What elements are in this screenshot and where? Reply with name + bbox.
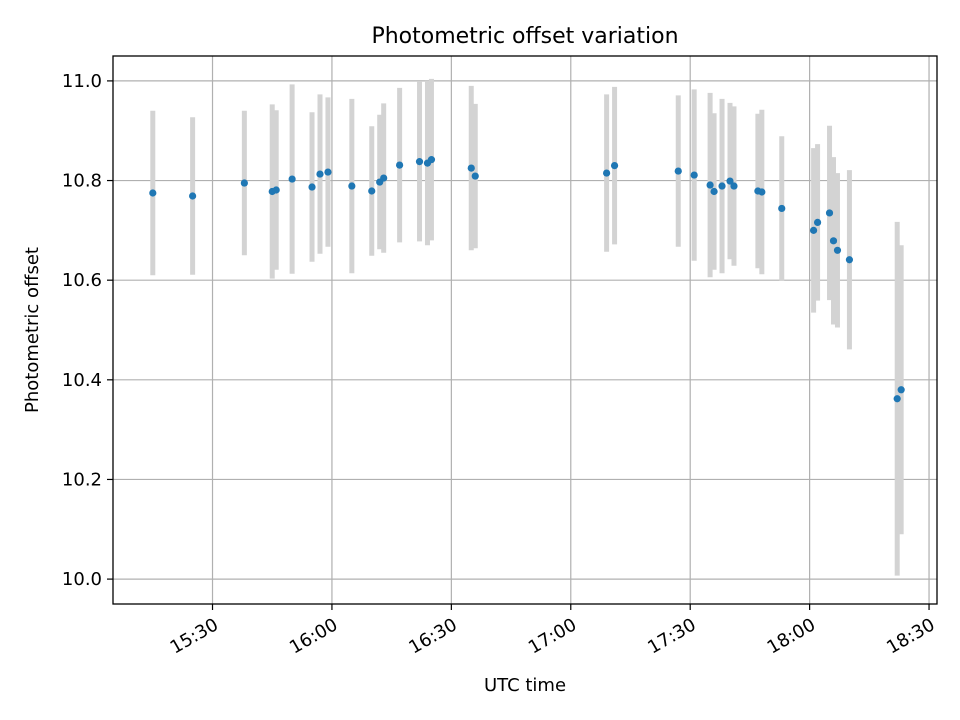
data-point	[825, 209, 834, 217]
data-point	[471, 172, 479, 180]
y-tick-label: 10.4	[62, 370, 102, 391]
data-point	[674, 167, 682, 175]
data-point	[427, 156, 436, 164]
data-point	[240, 179, 248, 187]
data-point	[348, 182, 356, 190]
data-point	[316, 170, 324, 178]
data-point	[467, 164, 475, 172]
data-point	[809, 226, 818, 234]
data-point	[710, 187, 718, 196]
data-point	[610, 162, 619, 170]
data-point	[718, 182, 726, 190]
y-axis-ticks: 10.0 10.2 10.4 10.6 10.8 11.0	[62, 71, 113, 590]
data-point	[845, 256, 854, 264]
data-point	[829, 237, 838, 245]
y-axis-label: Photometric offset	[22, 247, 43, 413]
y-tick-label: 10.0	[62, 569, 102, 590]
data-point	[149, 189, 157, 197]
data-point	[380, 174, 388, 182]
data-point	[272, 186, 280, 194]
y-tick-label: 10.6	[62, 270, 102, 291]
data-point	[308, 183, 316, 191]
data-point	[726, 177, 734, 185]
data-points	[149, 156, 905, 403]
data-point	[288, 175, 296, 183]
data-point	[189, 192, 197, 200]
data-point	[368, 187, 376, 195]
data-point	[730, 182, 738, 190]
grid	[113, 56, 937, 604]
y-tick-label: 11.0	[62, 71, 102, 92]
data-point	[603, 169, 611, 177]
data-point	[415, 158, 424, 166]
data-point	[324, 168, 332, 176]
chart-title: Photometric offset variation	[371, 24, 678, 49]
data-point	[758, 188, 766, 196]
data-point	[897, 386, 905, 394]
y-tick-label: 10.2	[62, 469, 102, 490]
data-point	[690, 171, 698, 179]
plot-frame	[112, 55, 938, 605]
data-point	[833, 246, 842, 254]
data-point	[396, 161, 404, 169]
data-point	[778, 204, 786, 213]
y-tick-label: 10.8	[62, 171, 102, 192]
x-axis-label: UTC time	[484, 675, 566, 696]
data-point	[706, 181, 714, 189]
data-point	[893, 395, 901, 403]
data-point	[813, 218, 822, 226]
